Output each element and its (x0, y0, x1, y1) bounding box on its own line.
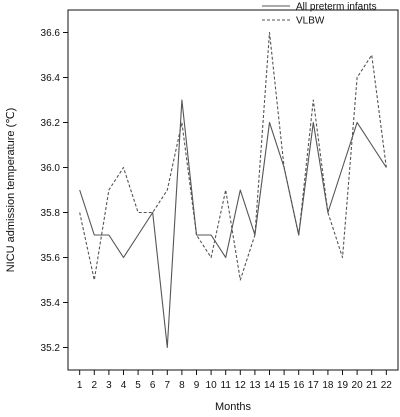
x-tick-label: 3 (106, 380, 112, 391)
x-tick-label: 21 (366, 380, 378, 391)
y-tick-label: 36.0 (41, 163, 61, 174)
x-tick-label: 10 (206, 380, 218, 391)
x-tick-label: 19 (337, 380, 349, 391)
legend-label: All preterm infants (296, 2, 377, 13)
series-line-vlbw (79, 31, 387, 281)
y-tick-label: 35.4 (41, 298, 61, 309)
series-line-all-preterm-infants (79, 99, 387, 349)
x-tick-label: 14 (264, 380, 276, 391)
y-tick-label: 35.8 (41, 208, 61, 219)
y-axis-label: NICU admission temperature (℃) (5, 108, 17, 273)
series-layer (79, 31, 387, 349)
x-tick-label: 12 (235, 380, 247, 391)
x-tick-label: 2 (92, 380, 98, 391)
x-tick-label: 9 (194, 380, 200, 391)
x-tick-label: 13 (249, 380, 261, 391)
x-tick-label: 16 (293, 380, 305, 391)
y-tick-label: 35.6 (41, 253, 61, 264)
x-tick-label: 8 (179, 380, 185, 391)
legend-label: VLBW (296, 16, 325, 27)
x-tick-label: 17 (308, 380, 320, 391)
legend: All preterm infants VLBW (262, 2, 377, 27)
y-axis: 35.2 35.4 35.6 35.8 36.0 36.2 36.4 36.6 (41, 28, 68, 354)
y-tick-label: 35.2 (41, 343, 61, 354)
x-axis: 1 2 3 4 5 6 7 8 9 10 11 12 13 14 15 16 17 18 19 20 21 22 (77, 370, 392, 391)
x-tick-label: 20 (352, 380, 364, 391)
x-tick-label: 18 (322, 380, 334, 391)
x-tick-label: 6 (150, 380, 156, 391)
x-tick-label: 7 (165, 380, 171, 391)
y-tick-label: 36.4 (41, 73, 61, 84)
x-axis-label: Months (215, 401, 252, 413)
x-tick-label: 4 (121, 380, 127, 391)
y-tick-label: 36.2 (41, 118, 61, 129)
x-tick-label: 22 (381, 380, 393, 391)
x-tick-label: 11 (221, 380, 232, 391)
x-tick-label: 5 (135, 380, 141, 391)
y-tick-label: 36.6 (41, 28, 61, 39)
x-tick-label: 15 (279, 380, 291, 391)
plot-area (67, 9, 399, 371)
x-tick-label: 1 (77, 380, 83, 391)
